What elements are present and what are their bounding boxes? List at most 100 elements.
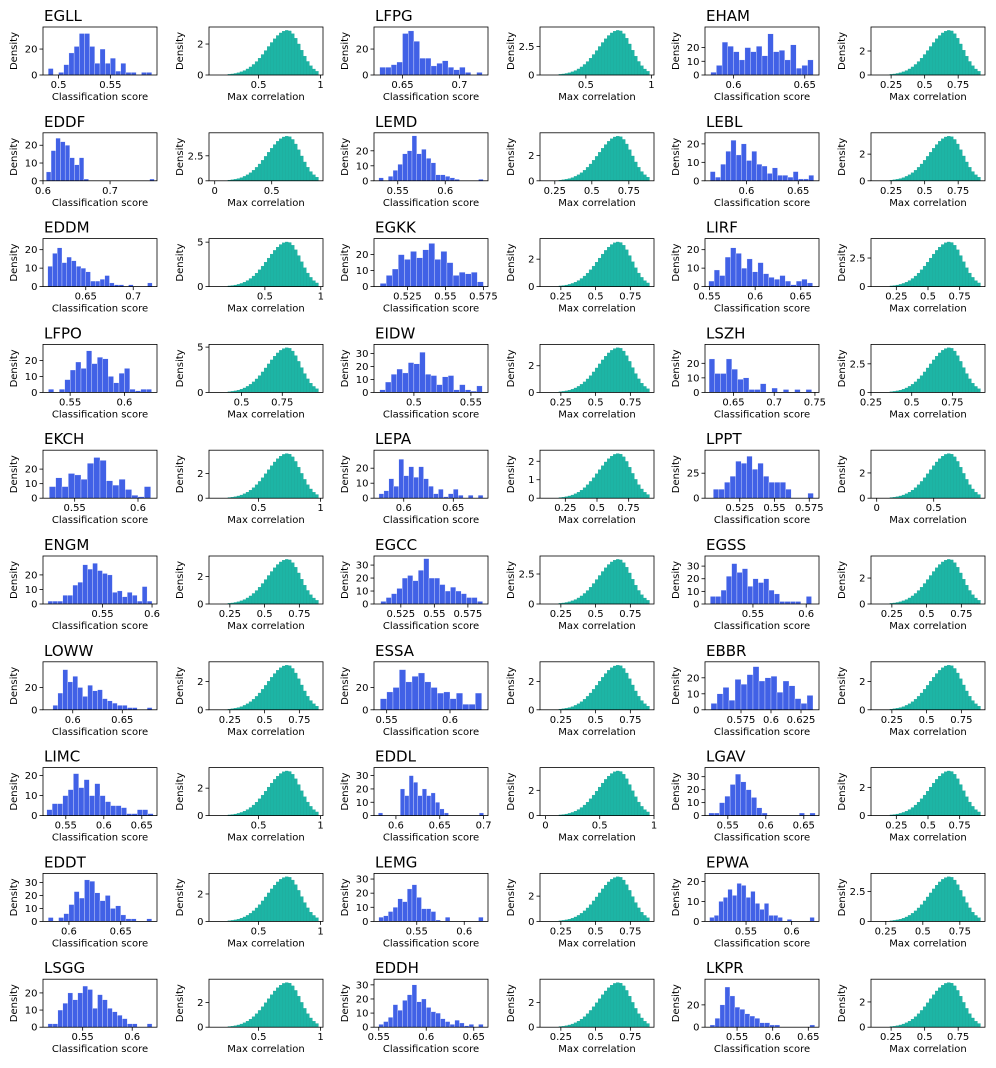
corr-bar [263, 791, 268, 816]
y-tick-label: 2 [859, 997, 865, 1008]
score-bar [396, 61, 403, 76]
score-bar [733, 51, 740, 76]
corr-bar [935, 356, 939, 393]
corr-bar [616, 136, 620, 181]
corr-bar [579, 66, 584, 76]
corr-bar [959, 255, 963, 287]
y-tick-label: 20 [25, 570, 38, 581]
corr-bar [901, 918, 906, 922]
score-bar [385, 67, 392, 76]
corr-bar [263, 367, 268, 393]
corr-bar [968, 801, 972, 816]
corr-bar [588, 58, 593, 76]
corr-bar [306, 484, 310, 499]
score-bar [386, 275, 393, 287]
x-tick-label: 0.5 [588, 1032, 604, 1043]
corr-bar [625, 990, 629, 1028]
corr-bar [242, 493, 247, 499]
y-tick-label: 20 [356, 146, 369, 157]
score-bar [418, 672, 425, 710]
corr-bar [300, 50, 304, 76]
corr-bar [294, 884, 298, 922]
x-tick-label: 0.6 [65, 715, 81, 726]
score-bar [744, 1013, 751, 1028]
score-bar [112, 592, 118, 605]
x-tick-label: 0.5 [251, 80, 267, 91]
score-bar [434, 577, 440, 605]
corr-bar [616, 241, 620, 287]
x-tick-label: 0.7 [476, 821, 492, 832]
y-axis-label: Density [340, 667, 351, 705]
x-tick-label: 0.5 [584, 186, 600, 197]
score-bar [115, 905, 121, 922]
corr-bar [637, 696, 641, 710]
score-bar [102, 573, 108, 605]
x-axis-label: Max correlation [889, 727, 967, 738]
score-bar [438, 489, 444, 499]
corr-bar [643, 492, 647, 499]
score-bar [736, 883, 742, 922]
y-axis-label: Density [671, 984, 682, 1022]
corr-bar [901, 600, 906, 605]
score-bar [392, 170, 398, 181]
corr-bar [607, 352, 611, 393]
corr-bar [285, 982, 289, 1028]
airport-title: LEPA [375, 430, 412, 448]
corr-bar [294, 672, 298, 710]
corr-bar [643, 68, 647, 76]
x-tick-label: 0.5 [257, 715, 273, 726]
score-bar [122, 1018, 128, 1028]
x-tick-label: 0.65 [111, 715, 133, 726]
score-bar [439, 808, 445, 816]
corr-bar [594, 262, 599, 287]
corr-bar [913, 275, 918, 287]
axes-frame [539, 873, 655, 922]
airport-title: LEMG [375, 853, 417, 871]
corr-bar [570, 283, 575, 287]
y-tick-label: 30 [356, 771, 369, 782]
y-axis-label: Density [837, 878, 848, 916]
corr-bar [944, 983, 948, 1028]
corr-bar [576, 68, 581, 76]
corr-bar [631, 155, 635, 181]
x-tick-label: 0.75 [619, 715, 641, 726]
corr-bar [962, 896, 966, 922]
x-axis-label: Max correlation [558, 1044, 636, 1055]
score-bar [74, 474, 82, 499]
corr-bar [907, 915, 912, 922]
corr-bar [601, 888, 605, 922]
score-bar [735, 461, 742, 499]
axes-frame [42, 132, 158, 182]
y-tick-label: 0 [197, 600, 203, 611]
corr-bar [309, 594, 313, 605]
corr-bar [932, 465, 936, 499]
y-tick-label: 0 [197, 494, 203, 505]
corr-bar [910, 807, 915, 816]
x-tick-label: 0.75 [288, 715, 310, 726]
corr-bar [907, 597, 912, 605]
y-tick-label: 5 [197, 343, 203, 354]
y-tick-label: 20 [687, 1000, 700, 1011]
score-bar [64, 145, 70, 181]
score-bar [708, 358, 715, 393]
corr-bar [922, 265, 927, 287]
x-tick-label: 1 [317, 926, 323, 937]
corr-bar [309, 171, 313, 181]
y-tick-label: 10 [25, 479, 38, 490]
corr-bar [276, 141, 280, 181]
y-tick-label: 0 [362, 600, 368, 611]
score-bar [127, 592, 133, 605]
x-tick-label: 0.5 [920, 292, 936, 303]
axes-frame [373, 343, 489, 393]
score-bar [105, 63, 111, 76]
score-bar [413, 782, 418, 816]
corr-bar [309, 806, 313, 816]
score-bar [407, 994, 413, 1028]
y-tick-label: 10 [356, 479, 369, 490]
y-axis-label: Density [506, 455, 517, 493]
corr-bar [938, 246, 942, 287]
